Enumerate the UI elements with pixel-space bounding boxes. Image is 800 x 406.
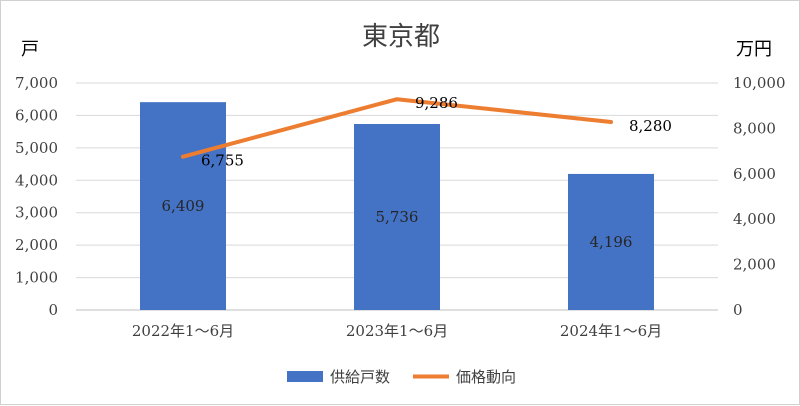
legend-bar-label: 供給戸数 — [330, 368, 390, 386]
category-label: 2022年1～6月 — [132, 322, 234, 340]
left-axis-ticks: 7,000 6,000 5,000 4,000 3,000 2,000 1,000 0 — [15, 74, 58, 319]
left-tick-label: 7,000 — [15, 74, 58, 92]
line-data-label: 9,286 — [415, 94, 458, 112]
bar — [354, 123, 440, 310]
category-label: 2023年1～6月 — [346, 322, 448, 340]
bar-data-label: 6,409 — [162, 197, 205, 215]
line-data-label: 8,280 — [629, 117, 672, 135]
legend-bar-swatch — [287, 371, 323, 382]
right-tick-label: 6,000 — [733, 165, 776, 183]
left-tick-label: 4,000 — [15, 171, 58, 189]
bar — [568, 173, 654, 310]
right-axis-unit: 万円 — [736, 39, 772, 60]
left-tick-label: 1,000 — [15, 269, 58, 287]
chart-title: 東京都 — [362, 22, 440, 52]
line-series: 6,755 9,286 8,280 — [181, 94, 672, 170]
left-axis-unit: 戸 — [21, 39, 39, 60]
right-tick-label: 10,000 — [733, 74, 786, 92]
left-tick-label: 0 — [48, 301, 58, 319]
line-data-label: 6,755 — [201, 152, 244, 170]
right-tick-label: 2,000 — [733, 256, 776, 274]
bar-data-label: 4,196 — [590, 233, 633, 251]
bar-series: 6,409 5,736 4,196 — [140, 102, 654, 310]
legend-line-label: 価格動向 — [456, 368, 516, 386]
bar-data-label: 5,736 — [376, 208, 419, 226]
left-tick-label: 6,000 — [15, 106, 58, 124]
price-trend-line — [181, 97, 613, 159]
left-tick-label: 2,000 — [15, 236, 58, 254]
right-tick-label: 8,000 — [733, 119, 776, 137]
right-axis-ticks: 10,000 8,000 6,000 4,000 2,000 0 — [733, 74, 786, 319]
category-labels: 2022年1～6月 2023年1～6月 2024年1～6月 — [132, 322, 662, 340]
left-tick-label: 3,000 — [15, 204, 58, 222]
legend: 供給戸数 価格動向 — [287, 368, 516, 386]
right-tick-label: 4,000 — [733, 210, 776, 228]
right-tick-label: 0 — [733, 301, 743, 319]
category-label: 2024年1～6月 — [560, 322, 662, 340]
left-tick-label: 5,000 — [15, 139, 58, 157]
bar — [140, 102, 226, 310]
